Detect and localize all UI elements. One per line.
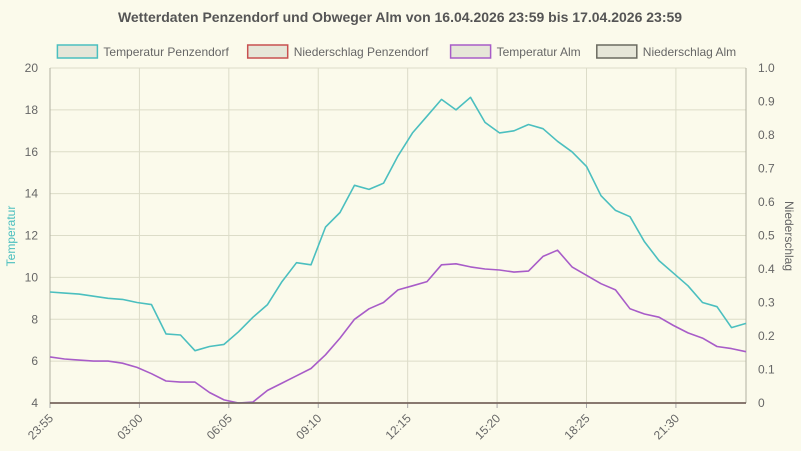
y-tick-label-right: 0.7 bbox=[758, 162, 775, 176]
chart-title: Wetterdaten Penzendorf und Obweger Alm v… bbox=[118, 9, 682, 25]
y-tick-label-left: 18 bbox=[25, 103, 39, 117]
legend-label-niederschlag-penzendorf: Niederschlag Penzendorf bbox=[294, 45, 429, 59]
x-tick-label: 23:55 bbox=[25, 411, 56, 442]
y-tick-label-left: 12 bbox=[25, 229, 39, 243]
legend-swatch-niederschlag-alm bbox=[596, 44, 638, 59]
legend-swatch-temperatur-penzendorf bbox=[56, 44, 99, 59]
y-tick-label-left: 4 bbox=[31, 396, 38, 410]
y-tick-label-right: 0.9 bbox=[758, 95, 775, 109]
x-tick-label: 18:25 bbox=[561, 411, 592, 442]
plot-lines bbox=[49, 96, 747, 404]
y-tick-label-left: 6 bbox=[31, 354, 38, 368]
y-tick-label-right: 0.1 bbox=[758, 363, 775, 377]
legend: Temperatur Penzendorf Niederschlag Penzen… bbox=[56, 44, 736, 59]
grid bbox=[49, 67, 746, 404]
y-axis-label-left: Temperatur bbox=[4, 206, 18, 267]
legend-label-temperatur-penzendorf: Temperatur Penzendorf bbox=[103, 45, 229, 59]
y-tick-label-left: 16 bbox=[25, 145, 39, 159]
y-tick-label-right: 1.0 bbox=[758, 61, 775, 75]
series-line-temperatur-penzendorf bbox=[49, 96, 747, 352]
legend-swatch-niederschlag-penzendorf bbox=[246, 44, 289, 59]
x-tick-label: 15:20 bbox=[472, 411, 503, 442]
x-tick-label: 12:15 bbox=[383, 411, 414, 442]
y-tick-label-right: 0.2 bbox=[758, 329, 775, 343]
axes: 4 6 8 10 12 14 16 18 20 0 0.1 0.2 0.3 0.4 0.5 0.6 0.7 0.8… bbox=[25, 61, 775, 442]
y-tick-label-right: 0.3 bbox=[758, 296, 775, 310]
y-tick-label-right: 0.8 bbox=[758, 128, 775, 142]
y-tick-label-left: 14 bbox=[25, 187, 39, 201]
legend-swatch-temperatur-alm bbox=[449, 44, 492, 59]
x-tick-label: 21:30 bbox=[651, 411, 682, 442]
y-tick-label-left: 10 bbox=[25, 270, 39, 284]
series-line-temperatur-alm bbox=[49, 249, 747, 404]
y-tick-label-right: 0.5 bbox=[758, 229, 775, 243]
y-axis-label-right: Niederschlag bbox=[782, 201, 796, 271]
x-tick-label: 09:10 bbox=[293, 411, 324, 442]
y-tick-label-right: 0.4 bbox=[758, 262, 775, 276]
y-tick-label-right: 0 bbox=[758, 396, 765, 410]
y-tick-label-left: 20 bbox=[25, 61, 39, 75]
x-tick-label: 03:00 bbox=[114, 411, 145, 442]
x-tick-label: 06:05 bbox=[204, 411, 235, 442]
legend-label-temperatur-alm: Temperatur Alm bbox=[497, 45, 581, 59]
y-tick-label-left: 8 bbox=[31, 312, 38, 326]
y-tick-label-right: 0.6 bbox=[758, 195, 775, 209]
legend-label-niederschlag-alm: Niederschlag Alm bbox=[643, 45, 736, 59]
